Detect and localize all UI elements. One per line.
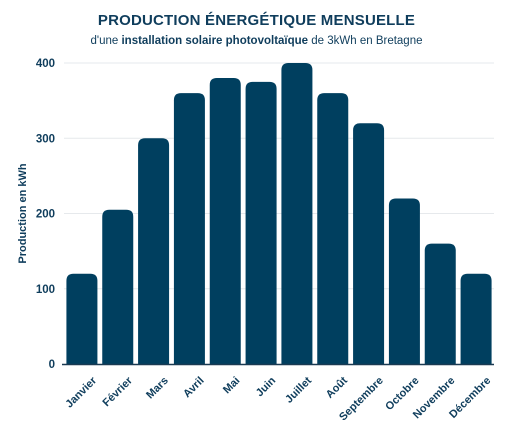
bar-mai [209,78,241,365]
y-tick-label: 0 [49,359,55,371]
x-tick-label: Juin [254,375,279,400]
y-axis-label: Production en kWh [17,163,29,264]
x-tick-label: Août [324,374,350,400]
chart-title: PRODUCTION ÉNERGÉTIQUE MENSUELLE [97,12,416,29]
y-tick-label: 100 [36,284,55,296]
bar-août [317,93,349,364]
bar-décembre [460,273,492,364]
bar-janvier [66,273,98,364]
x-tick-label: Juillet [283,374,314,405]
subtitle-suffix: de 3kWh en Bretagne [308,35,423,47]
subtitle-emphasis: installation solaire photovoltaïque [121,35,309,47]
subtitle-prefix: d'une [90,35,122,47]
bar-septembre [353,123,385,364]
y-tick-label: 300 [36,133,55,145]
bar-avril [173,93,205,364]
bar-mars [138,138,170,364]
x-tick-label: Mai [221,375,242,396]
x-tick-label: Février [101,374,136,409]
bar-février [102,209,134,364]
x-tick-label: Janvier [63,374,99,410]
chart-subtitle: d'une installation solaire photovoltaïqu… [0,35,513,47]
x-tick-label: Avril [181,375,206,400]
bar-novembre [424,243,456,364]
bar-octobre [388,198,420,364]
bar-juillet [281,63,313,364]
x-tick-label: Mars [144,375,171,402]
bar-juin [245,81,277,364]
y-tick-label: 400 [36,58,55,70]
y-tick-label: 200 [36,209,55,221]
